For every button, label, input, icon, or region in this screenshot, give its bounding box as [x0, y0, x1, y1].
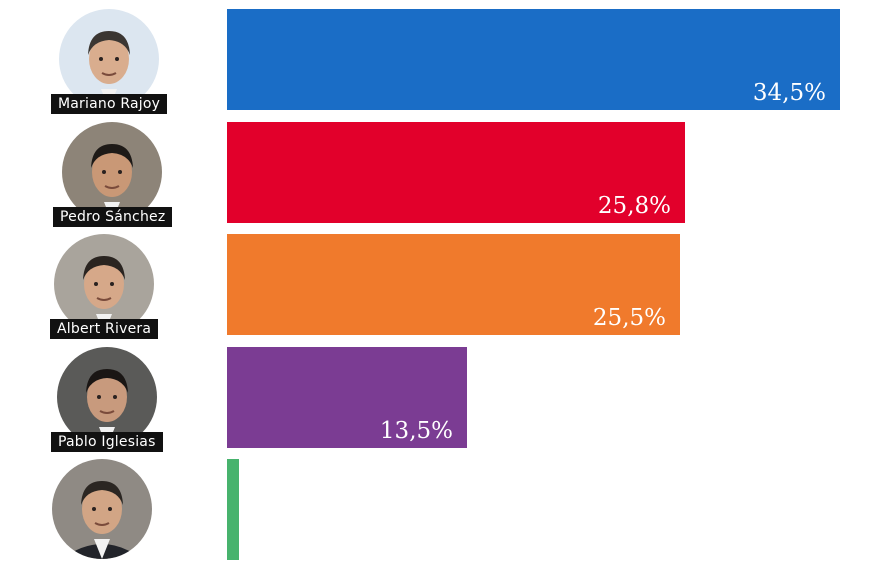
- candidate-name-label: Albert Rivera: [50, 319, 159, 339]
- candidate-name-label: Pablo Iglesias: [51, 432, 163, 452]
- candidate-row: Mariano Rajoy 34,5%: [0, 9, 880, 121]
- candidate-row: Pablo Iglesias 13,5%: [0, 347, 880, 459]
- candidate-name-label: Pedro Sánchez: [53, 207, 173, 227]
- bar: 34,5%: [227, 9, 840, 110]
- bar-value-label: 25,5%: [592, 305, 666, 331]
- candidate-row: [0, 459, 880, 571]
- candidate-row: Pedro Sánchez 25,8%: [0, 122, 880, 234]
- bar: 25,8%: [227, 122, 685, 223]
- candidate-photo: [52, 459, 152, 559]
- horizontal-bar-chart: Mariano Rajoy 34,5% Pedro Sánchez 25,8% Albe…: [0, 9, 880, 560]
- bar-value-label: 34,5%: [752, 80, 826, 106]
- bar-value-label: 25,8%: [597, 193, 671, 219]
- candidate-row: Albert Rivera 25,5%: [0, 234, 880, 346]
- bar: [227, 459, 239, 560]
- bar: 13,5%: [227, 347, 467, 448]
- candidate-name-label: Mariano Rajoy: [51, 94, 168, 114]
- bar-value-label: 13,5%: [379, 418, 453, 444]
- bar: 25,5%: [227, 234, 680, 335]
